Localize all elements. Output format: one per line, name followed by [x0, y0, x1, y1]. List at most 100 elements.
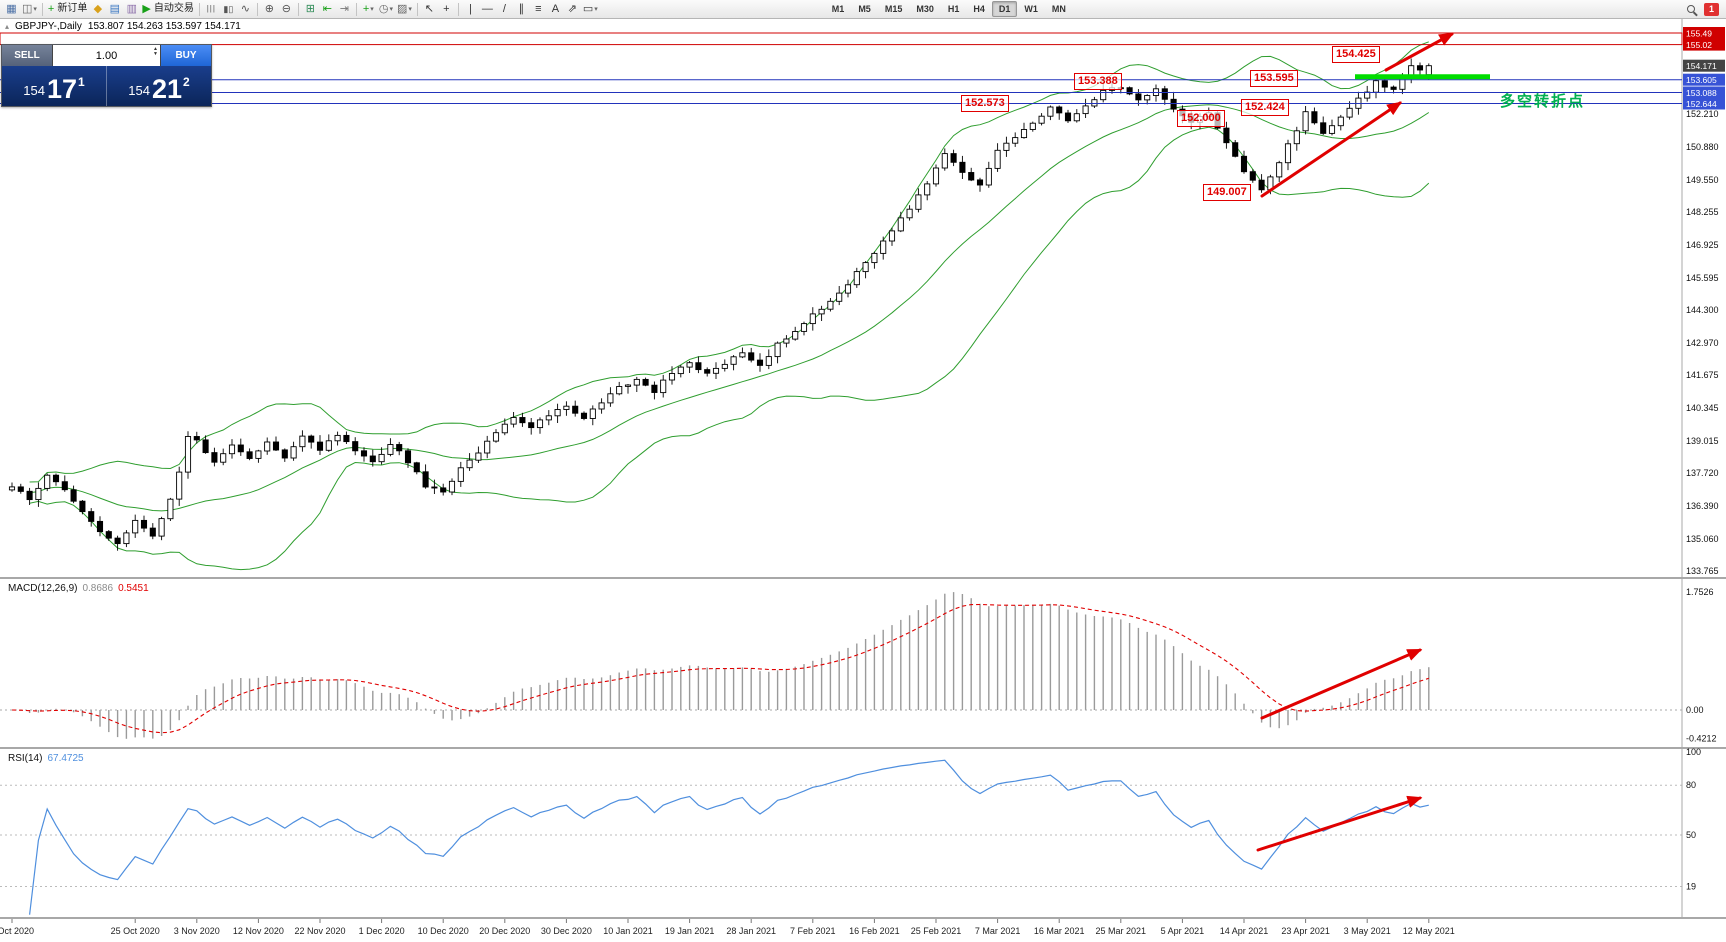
resistance-zone[interactable] — [0, 32, 1683, 46]
time-axis-label: 16 Feb 2021 — [849, 926, 900, 936]
main-chart-panel[interactable] — [8, 41, 1432, 571]
macd-panel[interactable] — [0, 592, 1682, 739]
price-annotation[interactable]: 152.424 — [1241, 99, 1289, 116]
arrow-tool-icon: ⇗ — [567, 2, 577, 15]
price-annotation[interactable]: 154.425 — [1332, 46, 1380, 63]
buy-button[interactable]: BUY — [161, 45, 211, 66]
stepper-down-icon[interactable]: ▼ — [153, 51, 158, 57]
price-line-tag-label: 155.49 — [1686, 29, 1712, 39]
indicators-icon: + — [362, 2, 370, 15]
candlestick-chart-icon: ▮▯ — [223, 3, 234, 14]
new-chart-icon[interactable]: ▦ — [3, 1, 20, 18]
macd-signal-line — [11, 603, 1429, 734]
macd-name: MACD(12,26,9) — [8, 583, 78, 594]
price-annotation[interactable]: 152.000 — [1177, 110, 1225, 127]
periods-icon[interactable]: ◷ ▾ — [377, 1, 395, 18]
market-watch-icon: ▤ — [109, 2, 121, 15]
tile-windows-icon: ⊞ — [305, 2, 315, 15]
pivot-note-text[interactable]: 多空转折点 — [1500, 93, 1586, 110]
chart-profiles-icon[interactable]: ◫ ▾ — [20, 1, 39, 18]
indicators-icon[interactable]: + ▾ — [360, 1, 377, 18]
sell-button[interactable]: SELL — [2, 45, 52, 66]
notification-badge[interactable]: 1 — [1704, 2, 1719, 16]
templates-icon[interactable]: ▨ ▾ — [395, 1, 414, 18]
toolbar-separator — [416, 2, 418, 16]
stepper-up-icon[interactable]: ▲ — [153, 46, 158, 52]
metaeditor-icon[interactable]: ◆ — [89, 1, 106, 18]
crosshair-icon[interactable]: + — [438, 1, 455, 18]
price-line-tag-label: 153.088 — [1686, 88, 1717, 98]
new-order-button: + — [47, 2, 55, 15]
time-axis-label: 12 Nov 2020 — [233, 926, 284, 936]
new-order-button[interactable]: + 新订单 — [46, 1, 89, 18]
time-axis-label: 28 Jan 2021 — [726, 926, 776, 936]
rsi-scale-label: 19 — [1686, 882, 1696, 892]
trend-arrow[interactable] — [1384, 32, 1455, 72]
auto-scroll-icon[interactable]: ⇤ — [319, 1, 336, 18]
buy-price-sup: 2 — [183, 75, 190, 89]
line-chart-icon: ∿ — [240, 2, 250, 15]
time-axis-label: 22 Nov 2020 — [294, 926, 345, 936]
sell-price[interactable]: 154 17 1 — [2, 66, 106, 106]
bar-chart-icon[interactable]: ||| — [203, 1, 220, 18]
bollinger-lower-band — [29, 126, 1430, 571]
candles-group[interactable] — [8, 58, 1432, 551]
arrow-tool-icon[interactable]: ⇗ — [564, 1, 581, 18]
line-chart-icon[interactable]: ∿ — [237, 1, 254, 18]
sell-price-sup: 1 — [78, 75, 85, 89]
auto-trading-button[interactable]: ▶ 自动交易 — [140, 1, 195, 18]
vertical-line-icon[interactable]: | — [462, 1, 479, 18]
toolbar-right-group: 1 — [1682, 1, 1723, 18]
search-icon[interactable] — [1682, 1, 1699, 18]
price-line-tag-label: 155.02 — [1686, 40, 1712, 50]
dropdown-icon: ▾ — [389, 5, 393, 13]
timeframe-button-m15[interactable]: M15 — [884, 4, 903, 14]
macd-indicator-label: MACD(12,26,9) 0.8686 0.5451 — [8, 583, 149, 594]
candlestick-chart-icon[interactable]: ▮▯ — [220, 1, 237, 18]
time-axis-label: 10 Dec 2020 — [418, 926, 469, 936]
text-label-icon[interactable]: A — [547, 1, 564, 18]
timeframe-button-w1[interactable]: W1 — [1024, 4, 1038, 14]
trend-arrow[interactable] — [1260, 101, 1403, 198]
time-axis-label: 7 Mar 2021 — [975, 926, 1021, 936]
price-axis-label: 142.970 — [1686, 338, 1719, 348]
tile-windows-icon[interactable]: ⊞ — [302, 1, 319, 18]
timeframe-button-h1[interactable]: H1 — [947, 4, 960, 14]
cursor-icon[interactable]: ↖ — [421, 1, 438, 18]
zoom-out-icon[interactable]: ⊖ — [278, 1, 295, 18]
trend-arrow[interactable] — [1260, 648, 1423, 720]
price-axis-label: 150.880 — [1686, 142, 1719, 152]
timeframe-button-m1[interactable]: M1 — [831, 4, 845, 14]
time-axis-label: 20 Dec 2020 — [479, 926, 530, 936]
new-chart-icon: ▦ — [6, 2, 17, 15]
shapes-icon[interactable]: ▭ ▾ — [581, 1, 600, 18]
price-axis-label: 135.060 — [1686, 534, 1719, 544]
lot-stepper[interactable]: ▲ ▼ — [153, 47, 158, 57]
timeframe-button-d1[interactable]: D1 — [991, 1, 1018, 17]
timeframe-button-mn[interactable]: MN — [1051, 4, 1066, 14]
price-annotation[interactable]: 153.388 — [1074, 73, 1122, 90]
horizontal-line-icon[interactable]: — — [479, 1, 496, 18]
price-annotation[interactable]: 153.595 — [1250, 70, 1298, 87]
trend-arrow[interactable] — [1256, 795, 1423, 852]
trendline-icon[interactable]: / — [496, 1, 513, 18]
buy-price[interactable]: 154 21 2 — [107, 66, 211, 106]
market-watch-icon[interactable]: ▤ — [106, 1, 123, 18]
rsi-panel[interactable] — [0, 759, 1682, 915]
rsi-line — [29, 759, 1429, 915]
price-line-tag-label: 154.171 — [1686, 61, 1717, 71]
timeframe-button-m5[interactable]: M5 — [858, 4, 871, 14]
timeframe-button-h4[interactable]: H4 — [973, 4, 985, 14]
channel-icon[interactable]: ∥ — [513, 1, 530, 18]
chart-shift-icon[interactable]: ⇥ — [336, 1, 353, 18]
price-annotation[interactable]: 149.007 — [1203, 184, 1251, 201]
fibonacci-icon[interactable]: ≡ — [530, 1, 547, 18]
zoom-in-icon[interactable]: ⊕ — [261, 1, 278, 18]
lot-size-field[interactable]: 1.00 ▲ ▼ — [52, 45, 161, 66]
time-axis-label: 5 Apr 2021 — [1161, 926, 1205, 936]
data-window-icon[interactable]: ▥ — [123, 1, 140, 18]
price-annotation[interactable]: 152.573 — [961, 95, 1009, 112]
chart-shift-icon: ⇥ — [339, 2, 349, 15]
timeframe-button-m30[interactable]: M30 — [916, 4, 934, 14]
